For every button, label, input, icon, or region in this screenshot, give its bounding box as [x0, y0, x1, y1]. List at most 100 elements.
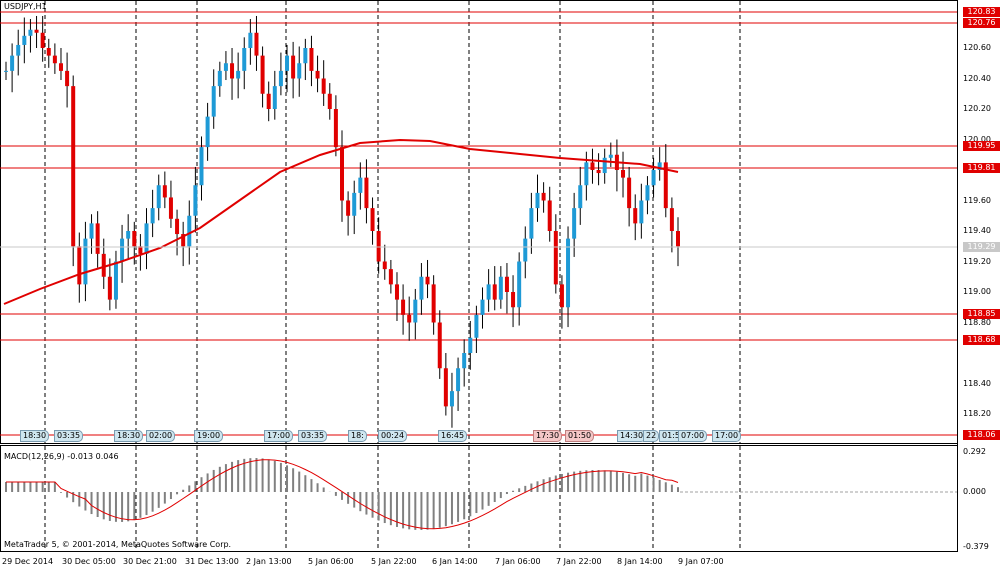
event-tag[interactable]: 17:00 — [712, 430, 742, 442]
candle-body — [340, 147, 344, 201]
price-tick: 120.40 — [963, 74, 991, 83]
candle-body — [663, 162, 668, 209]
candle-body — [651, 170, 656, 186]
candle-body — [28, 29, 33, 36]
candle-body — [449, 391, 454, 407]
candle-body — [474, 314, 479, 338]
candle-body — [547, 200, 552, 231]
candle-body — [285, 55, 290, 71]
time-tick: 5 Jan 22:00 — [371, 557, 417, 566]
moving-average-line — [3, 138, 679, 305]
candle-body — [462, 353, 467, 369]
candle-body — [608, 154, 613, 158]
time-tick: 6 Jan 14:00 — [432, 557, 478, 566]
symbol-title: USDJPY,H1 — [4, 2, 47, 11]
price-tick: 119.60 — [963, 196, 991, 205]
event-tag[interactable]: 18:30 — [114, 430, 144, 442]
candle-body — [120, 238, 125, 262]
candle-body — [437, 322, 442, 369]
candle-body — [443, 368, 448, 407]
event-tag[interactable]: 02:00 — [146, 430, 176, 442]
event-tag[interactable]: 17:00 — [264, 430, 294, 442]
level-price-label: 118.06 — [963, 430, 1000, 440]
event-tag[interactable]: 16:45 — [438, 430, 468, 442]
event-tag[interactable]: 18:30 — [20, 430, 50, 442]
candle-body — [266, 93, 271, 109]
event-tag[interactable]: 17:30 — [533, 430, 563, 442]
candle-body — [676, 231, 680, 247]
candle-body — [517, 261, 522, 308]
candle-body — [272, 86, 277, 109]
level-price-label: 118.68 — [963, 335, 1000, 345]
candle-body — [95, 223, 100, 254]
candle-body — [126, 231, 131, 239]
candle-body — [89, 223, 94, 239]
candle-body — [181, 234, 186, 247]
time-tick: 9 Jan 07:00 — [678, 557, 724, 566]
candle-body — [16, 44, 21, 56]
candle-body — [352, 192, 357, 216]
event-tag[interactable]: 01:50 — [565, 430, 595, 442]
candle-body — [401, 299, 406, 315]
candle-body — [419, 276, 424, 300]
candle-body — [529, 208, 534, 239]
candle-body — [242, 48, 247, 71]
event-tag[interactable]: 00:24 — [378, 430, 408, 442]
candle-body — [376, 231, 381, 262]
time-tick: 30 Dec 21:00 — [123, 557, 177, 566]
candle-body — [327, 93, 332, 109]
candle-body — [370, 208, 375, 231]
price-tick: 118.20 — [963, 409, 991, 418]
vertical-grid — [44, 1, 741, 551]
candle-body — [346, 200, 351, 216]
candle-body — [52, 55, 57, 64]
candle-body — [315, 70, 320, 79]
candle-body — [303, 48, 308, 64]
candle-body — [46, 48, 51, 56]
candle-body — [101, 253, 106, 277]
candle-body — [639, 200, 644, 224]
candle-body — [621, 170, 626, 178]
candle-body — [572, 208, 577, 239]
candle-body — [211, 86, 216, 117]
event-tag[interactable]: 03:35 — [54, 430, 84, 442]
time-tick: 30 Dec 05:00 — [62, 557, 116, 566]
horizontal-levels[interactable] — [0, 11, 957, 436]
event-tag[interactable]: 07:00 — [678, 430, 708, 442]
candle-body — [107, 276, 112, 300]
candle-body — [535, 192, 540, 209]
candle-body — [492, 284, 497, 300]
time-tick: 8 Jan 14:00 — [617, 557, 663, 566]
time-tick: 7 Jan 22:00 — [556, 557, 602, 566]
price-tick: 118.80 — [963, 318, 991, 327]
price-tick: 120.00 — [963, 135, 991, 144]
candle-body — [199, 147, 204, 186]
candle-body — [175, 218, 180, 235]
candle-body — [553, 231, 558, 285]
time-tick: 7 Jan 06:00 — [495, 557, 541, 566]
candle-body — [596, 170, 601, 174]
candle-body — [645, 185, 650, 201]
candle-body — [627, 177, 632, 209]
level-price-label: 119.81 — [963, 163, 1000, 173]
candle-body — [559, 284, 564, 308]
candle-body — [602, 157, 607, 174]
event-tag[interactable]: 18: — [348, 430, 367, 442]
event-tag[interactable]: 14:30 — [617, 430, 647, 442]
candle-body — [425, 276, 430, 285]
current-price-label: 119.29 — [963, 242, 1000, 252]
candle-body — [291, 55, 296, 79]
candle-body — [413, 299, 418, 323]
candle-body — [297, 63, 302, 79]
candle-body — [144, 223, 149, 254]
candle-body — [382, 261, 387, 270]
candle-body — [10, 55, 15, 71]
event-tag[interactable]: 19:00 — [194, 430, 224, 442]
candle-body — [83, 238, 88, 285]
event-tag[interactable]: 03:35 — [298, 430, 328, 442]
candle-body — [541, 192, 546, 201]
candle-body — [156, 185, 161, 209]
event-tag[interactable]: 22 — [643, 430, 660, 442]
macd-tick-top: 0.292 — [963, 447, 986, 456]
